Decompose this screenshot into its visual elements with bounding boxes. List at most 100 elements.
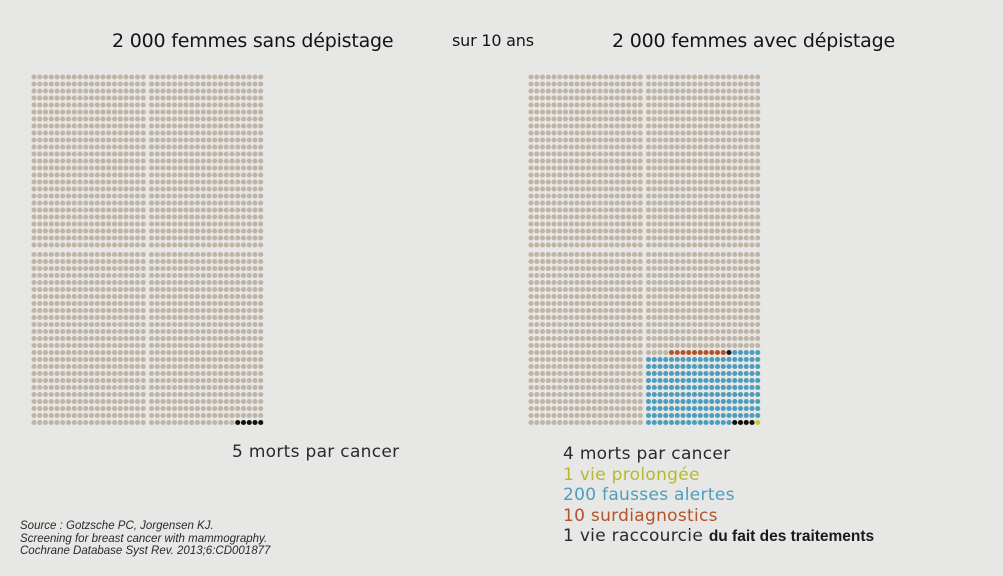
dot-woman: [703, 165, 709, 171]
dot-woman: [551, 370, 557, 377]
dot-woman: [691, 130, 698, 136]
dot-woman: [539, 95, 546, 101]
dot-woman: [212, 179, 218, 185]
dot-woman: [217, 158, 224, 164]
dot-woman: [697, 193, 703, 199]
dot-woman: [691, 165, 698, 171]
dot-woman: [749, 88, 755, 94]
dot-false-alarm: [651, 384, 657, 391]
dot-woman: [534, 272, 540, 279]
dot-woman: [703, 300, 709, 307]
dot-false-alarm: [645, 405, 652, 412]
dot-woman: [562, 235, 569, 241]
dot-woman: [591, 172, 597, 178]
dot-woman: [686, 144, 692, 150]
dot-woman: [42, 179, 49, 185]
dot-woman: [631, 221, 638, 227]
dot-woman: [48, 102, 54, 108]
dot-woman: [194, 81, 201, 87]
dot-woman: [637, 144, 643, 150]
dot-woman: [726, 279, 732, 286]
dot-woman: [686, 214, 692, 220]
dot-woman: [117, 116, 123, 122]
dot-woman: [657, 88, 663, 94]
dot-woman: [631, 258, 638, 265]
dot-woman: [663, 88, 669, 94]
dot-woman: [562, 321, 569, 328]
dot-woman: [140, 165, 146, 171]
dot-woman: [603, 314, 609, 321]
dot-woman: [697, 123, 703, 129]
dot-woman: [212, 158, 218, 164]
dot-woman: [620, 286, 626, 293]
dot-woman: [591, 137, 597, 143]
dot-woman: [539, 370, 546, 377]
dot-woman: [42, 88, 49, 94]
dot-woman: [177, 207, 183, 213]
dot-woman: [732, 214, 738, 220]
dot-woman: [686, 342, 692, 349]
dot-woman: [528, 81, 534, 87]
dot-woman: [591, 186, 597, 192]
dot-woman: [755, 300, 761, 307]
dot-woman: [534, 419, 540, 426]
dot-woman: [614, 74, 620, 80]
dot-woman: [42, 116, 49, 122]
dot-woman: [668, 293, 675, 300]
dot-woman: [562, 109, 569, 115]
dot-woman: [686, 193, 692, 199]
dot-woman: [626, 88, 632, 94]
dot-woman: [106, 144, 112, 150]
dot-woman: [534, 314, 540, 321]
dot-woman: [732, 258, 738, 265]
dot-woman: [551, 286, 557, 293]
dot-woman: [608, 314, 615, 321]
dot-woman: [620, 258, 626, 265]
dot-false-alarm: [703, 370, 709, 377]
dot-woman: [620, 242, 626, 248]
dot-woman: [674, 74, 680, 80]
dot-woman: [686, 81, 692, 87]
dot-woman: [737, 109, 744, 115]
dot-woman: [603, 384, 609, 391]
dot-woman: [603, 193, 609, 199]
dot-woman: [591, 74, 597, 80]
dot-false-alarm: [697, 370, 703, 377]
dot-woman: [703, 242, 709, 248]
dot-woman: [651, 200, 657, 206]
dot-false-alarm: [709, 370, 715, 377]
dot-woman: [562, 377, 569, 384]
dot-woman: [171, 102, 178, 108]
dot-woman: [580, 207, 586, 213]
dot-woman: [691, 235, 698, 241]
dot-woman: [726, 144, 732, 150]
dot-woman: [223, 207, 229, 213]
dot-woman: [657, 193, 663, 199]
dot-woman: [637, 307, 643, 314]
dot-woman: [106, 81, 112, 87]
dot-woman: [539, 314, 546, 321]
dot-woman: [737, 221, 744, 227]
dot-false-alarm: [726, 412, 732, 419]
dot-woman: [637, 186, 643, 192]
dot-woman: [240, 88, 247, 94]
dot-woman: [77, 123, 83, 129]
dot-woman: [657, 335, 663, 342]
dot-woman: [246, 123, 252, 129]
dot-woman: [680, 207, 686, 213]
dot-woman: [691, 342, 698, 349]
dot-woman: [726, 193, 732, 199]
dot-woman: [574, 391, 580, 398]
dot-woman: [77, 102, 83, 108]
dot-woman: [608, 321, 615, 328]
dot-woman: [129, 95, 135, 101]
dot-woman: [106, 165, 112, 171]
dot-woman: [691, 300, 698, 307]
dot-woman: [117, 200, 123, 206]
dot-woman: [585, 251, 592, 258]
dot-woman: [697, 172, 703, 178]
dot-woman: [620, 321, 626, 328]
dot-woman: [545, 342, 551, 349]
dot-woman: [129, 207, 135, 213]
dot-false-alarm: [737, 363, 744, 370]
